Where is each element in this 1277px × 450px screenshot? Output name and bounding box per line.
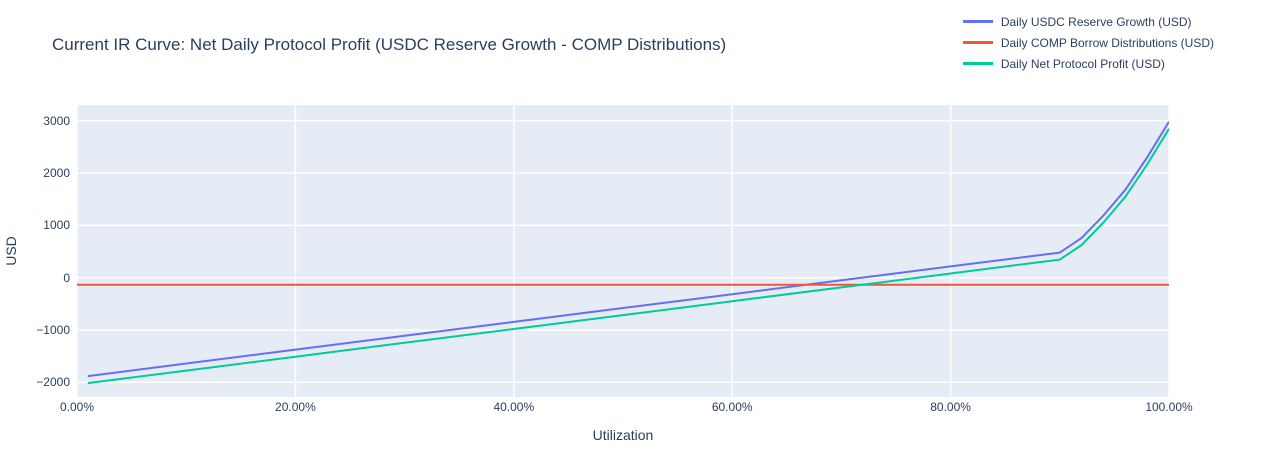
legend-item-comp-borrow-distributions[interactable]: Daily COMP Borrow Distributions (USD) — [962, 32, 1214, 53]
daily-net-protocol-profit-line[interactable] — [87, 128, 1169, 385]
x-tick-label: 80.00% — [930, 400, 971, 414]
chart-title: Current IR Curve: Net Daily Protocol Pro… — [52, 35, 727, 54]
x-axis-title: Utilization — [592, 427, 654, 443]
legend-label-net-protocol-profit: Daily Net Protocol Profit (USD) — [1000, 56, 1165, 71]
legend-line-swatch-green — [962, 62, 993, 65]
y-tick-label: 3000 — [43, 113, 70, 128]
y-tick-label: 0 — [63, 270, 70, 285]
y-axis-title: USD — [3, 236, 19, 266]
legend-line-swatch-blue — [962, 20, 993, 23]
legend: Daily USDC Reserve Growth (USD) Daily CO… — [962, 11, 1214, 74]
legend-label-usdc-reserve-growth: Daily USDC Reserve Growth (USD) — [1000, 14, 1192, 29]
plot-area[interactable] — [77, 105, 1169, 397]
y-tick-label: −1000 — [36, 323, 70, 338]
legend-line-swatch-red — [962, 41, 993, 44]
x-tick-label: 40.00% — [493, 400, 535, 414]
x-tick-label: 0.00% — [59, 400, 95, 414]
y-tick-label: 2000 — [43, 166, 70, 181]
plot-svg — [77, 105, 1169, 397]
x-tick-label: 20.00% — [275, 400, 316, 414]
daily-usdc-reserve-growth-line[interactable] — [87, 121, 1169, 378]
legend-item-net-protocol-profit[interactable]: Daily Net Protocol Profit (USD) — [962, 53, 1214, 74]
x-tick-label: 60.00% — [711, 400, 753, 414]
legend-label-comp-borrow-distributions: Daily COMP Borrow Distributions (USD) — [1000, 35, 1214, 50]
y-tick-label: 1000 — [43, 218, 70, 233]
y-tick-label: −2000 — [36, 375, 70, 390]
x-tick-label: 100.00% — [1145, 400, 1193, 414]
legend-item-usdc-reserve-growth[interactable]: Daily USDC Reserve Growth (USD) — [962, 11, 1214, 32]
